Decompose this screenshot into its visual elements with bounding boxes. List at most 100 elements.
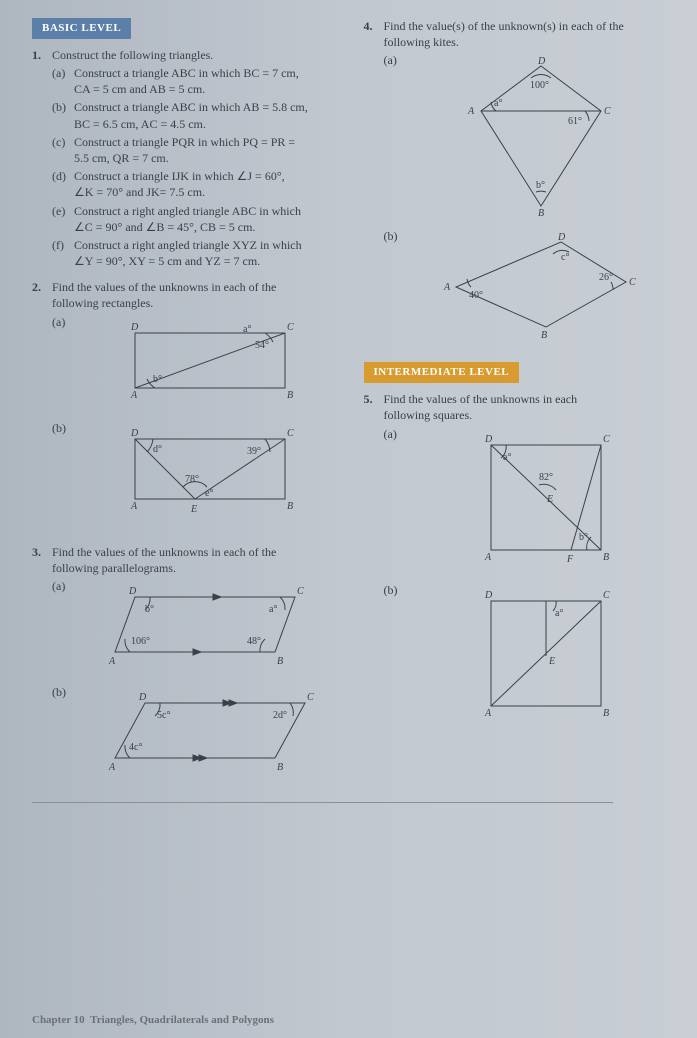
- q1f-line2: ∠Y = 90°, XY = 5 cm and YZ = 7 cm.: [52, 253, 346, 269]
- svg-text:100°: 100°: [530, 80, 549, 91]
- svg-text:B: B: [603, 552, 609, 563]
- q1a-label: (a): [52, 65, 74, 81]
- svg-text:D: D: [128, 586, 137, 597]
- page-footer: Chapter 10 Triangles, Quadrilaterals and…: [32, 1013, 274, 1028]
- q3-stem-l2: following parallelograms.: [52, 560, 346, 576]
- worksheet-page: BASIC LEVEL 1. Construct the following t…: [0, 0, 697, 1038]
- svg-text:D: D: [537, 56, 546, 67]
- svg-text:D: D: [130, 322, 139, 333]
- q1a-line2: CA = 5 cm and AB = 5 cm.: [52, 81, 346, 97]
- q1e-label: (e): [52, 203, 74, 219]
- q2-stem-l2: following rectangles.: [52, 295, 346, 311]
- q2a-label: (a): [52, 314, 74, 418]
- basic-level-tag: BASIC LEVEL: [32, 18, 131, 39]
- two-column-layout: BASIC LEVEL 1. Construct the following t…: [32, 18, 677, 798]
- svg-text:C: C: [307, 692, 314, 703]
- q1b-label: (b): [52, 99, 74, 115]
- svg-text:D: D: [557, 232, 566, 243]
- question-2: 2. Find the values of the unknowns in ea…: [32, 279, 346, 533]
- svg-text:106°: 106°: [131, 636, 150, 647]
- svg-text:a°: a°: [555, 608, 563, 619]
- svg-text:A: A: [108, 656, 116, 667]
- q5a-label: (a): [384, 426, 406, 580]
- q1d-line2: ∠K = 70° and JK= 7.5 cm.: [52, 184, 346, 200]
- q4-number: 4.: [364, 18, 384, 352]
- svg-text:A: A: [130, 390, 138, 401]
- svg-text:39°: 39°: [247, 446, 261, 457]
- q1-stem: Construct the following triangles.: [52, 47, 346, 63]
- svg-text:D: D: [138, 692, 147, 703]
- q1-number: 1.: [32, 47, 52, 269]
- right-column: 4. Find the value(s) of the unknown(s) i…: [364, 18, 678, 798]
- q1f-line1: Construct a right angled triangle XYZ in…: [74, 237, 346, 253]
- q1d-label: (d): [52, 168, 74, 184]
- svg-text:B: B: [277, 656, 283, 667]
- q3a-figure: D C B A b° a° 48° 106°: [95, 582, 325, 672]
- svg-text:A: A: [443, 282, 451, 293]
- svg-text:5c°: 5c°: [157, 710, 170, 721]
- svg-text:54°: 54°: [255, 340, 269, 351]
- question-5: 5. Find the values of the unknowns in ea…: [364, 391, 678, 735]
- q4-stem-l1: Find the value(s) of the unknown(s) in e…: [384, 18, 678, 34]
- svg-text:E: E: [190, 504, 197, 515]
- q4b-figure: D C B A 40° 26° c°: [441, 232, 641, 342]
- svg-text:a°: a°: [243, 324, 251, 335]
- svg-text:4c°: 4c°: [129, 742, 142, 753]
- svg-text:82°: 82°: [539, 472, 553, 483]
- svg-text:F: F: [566, 554, 574, 565]
- q3-number: 3.: [32, 544, 52, 788]
- svg-text:d°: d°: [153, 444, 162, 455]
- q1e-line1: Construct a right angled triangle ABC in…: [74, 203, 346, 219]
- q1d-line1: Construct a triangle IJK in which ∠J = 6…: [74, 168, 346, 184]
- q4-stem-l2: following kites.: [384, 34, 678, 50]
- svg-text:61°: 61°: [568, 116, 582, 127]
- svg-text:b°: b°: [536, 180, 545, 191]
- svg-text:48°: 48°: [247, 636, 261, 647]
- q2b-figure: D C B A E d° 39° 78° e°: [115, 424, 305, 524]
- svg-text:C: C: [604, 106, 611, 117]
- svg-text:C: C: [603, 434, 610, 445]
- svg-text:D: D: [130, 428, 139, 439]
- svg-text:C: C: [603, 590, 610, 601]
- svg-text:26°: 26°: [599, 272, 613, 283]
- q5-number: 5.: [364, 391, 384, 735]
- svg-text:A: A: [130, 501, 138, 512]
- question-1: 1. Construct the following triangles. (a…: [32, 47, 346, 269]
- q1c-line1: Construct a triangle PQR in which PQ = P…: [74, 134, 346, 150]
- svg-text:D: D: [484, 590, 493, 601]
- q1a-line1: Construct a triangle ABC in which BC = 7…: [74, 65, 346, 81]
- svg-text:78°: 78°: [185, 474, 199, 485]
- q3b-figure: D C B A 5c° 2d° 4c°: [95, 688, 325, 778]
- q2-stem-l1: Find the values of the unknowns in each …: [52, 279, 346, 295]
- svg-text:E: E: [548, 656, 555, 667]
- q2-number: 2.: [32, 279, 52, 533]
- q4a-label: (a): [384, 52, 406, 226]
- left-column: BASIC LEVEL 1. Construct the following t…: [32, 18, 346, 798]
- q5b-label: (b): [384, 582, 406, 736]
- svg-text:D: D: [484, 434, 493, 445]
- question-4: 4. Find the value(s) of the unknown(s) i…: [364, 18, 678, 352]
- svg-text:B: B: [277, 762, 283, 773]
- svg-text:A: A: [108, 762, 116, 773]
- q1b-line1: Construct a triangle ABC in which AB = 5…: [74, 99, 346, 115]
- svg-text:b°: b°: [153, 374, 162, 385]
- svg-text:a°: a°: [269, 604, 277, 615]
- q1c-line2: 5.5 cm, QR = 7 cm.: [52, 150, 346, 166]
- q3a-label: (a): [52, 578, 74, 682]
- q3-stem-l1: Find the values of the unknowns in each …: [52, 544, 346, 560]
- q3b-label: (b): [52, 684, 74, 788]
- svg-text:C: C: [287, 428, 294, 439]
- q4a-figure: D C B A 100° 61° a° b°: [456, 56, 626, 216]
- svg-text:A: A: [467, 106, 475, 117]
- svg-text:C: C: [287, 322, 294, 333]
- svg-text:40°: 40°: [469, 290, 483, 301]
- footer-title: Triangles, Quadrilaterals and Polygons: [90, 1014, 274, 1026]
- q1e-line2: ∠C = 90° and ∠B = 45°, CB = 5 cm.: [52, 219, 346, 235]
- svg-text:B: B: [287, 501, 293, 512]
- svg-text:E: E: [546, 494, 553, 505]
- q2a-figure: D C B A 54° a° b°: [115, 318, 305, 408]
- svg-text:C: C: [297, 586, 304, 597]
- svg-text:a°: a°: [503, 452, 511, 463]
- q5b-figure: D C B A E a°: [461, 586, 621, 726]
- svg-text:B: B: [287, 390, 293, 401]
